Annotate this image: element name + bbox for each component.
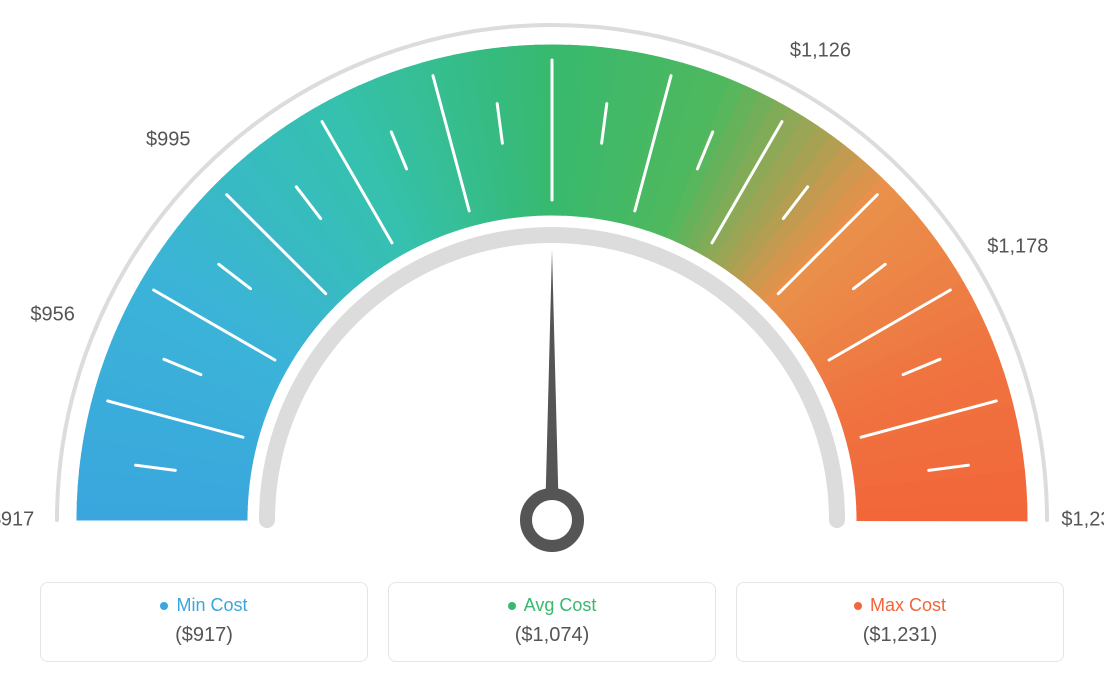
legend-card-max-cost: Max Cost ($1,231) bbox=[736, 582, 1064, 662]
legend-card-min-cost: Min Cost ($917) bbox=[40, 582, 368, 662]
gauge-tick-label: $1,231 bbox=[1061, 509, 1104, 532]
legend-dot-icon bbox=[854, 602, 862, 610]
legend-title-text: Min Cost bbox=[176, 595, 247, 616]
gauge-tick-label: $956 bbox=[30, 303, 75, 326]
gauge-tick-label: $917 bbox=[0, 509, 34, 532]
legend-title-text: Max Cost bbox=[870, 595, 946, 616]
legend-value: ($1,231) bbox=[747, 624, 1053, 647]
legend-dot-icon bbox=[160, 602, 168, 610]
gauge-svg bbox=[0, 0, 1104, 560]
gauge-tick-label: $1,126 bbox=[790, 40, 851, 63]
legend-dot-icon bbox=[508, 602, 516, 610]
legend-row: Min Cost ($917) Avg Cost ($1,074) Max Cost ($… bbox=[0, 582, 1104, 662]
legend-title: Min Cost bbox=[160, 595, 247, 616]
legend-title: Max Cost bbox=[854, 595, 946, 616]
chart-container: $917$956$995$1,074$1,126$1,178$1,231 Min… bbox=[0, 0, 1104, 690]
gauge-tick-label: $995 bbox=[146, 129, 191, 152]
gauge-area: $917$956$995$1,074$1,126$1,178$1,231 bbox=[0, 0, 1104, 560]
legend-value: ($917) bbox=[51, 624, 357, 647]
legend-card-avg-cost: Avg Cost ($1,074) bbox=[388, 582, 716, 662]
legend-title: Avg Cost bbox=[508, 595, 597, 616]
legend-title-text: Avg Cost bbox=[524, 595, 597, 616]
legend-value: ($1,074) bbox=[399, 624, 705, 647]
gauge-tick-label: $1,178 bbox=[987, 235, 1048, 258]
